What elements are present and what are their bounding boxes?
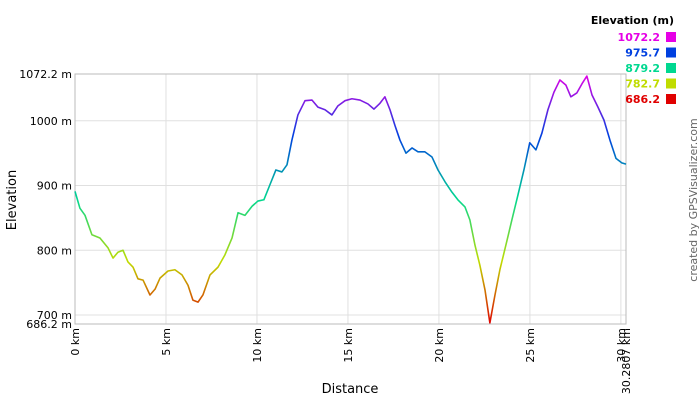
y-tick-label: 800 m (37, 244, 72, 257)
x-tick-label: 20 km (433, 328, 446, 363)
legend-label: 879.2 (625, 62, 660, 75)
legend-swatch (666, 78, 676, 89)
x-tick-label: 5 km (160, 328, 173, 356)
x-tick-label: 0 km (69, 328, 82, 356)
legend-label: 975.7 (625, 47, 660, 60)
legend-label: 782.7 (625, 78, 660, 91)
x-axis-title: Distance (322, 382, 379, 397)
y-tick-label: 686.2 m (26, 318, 72, 331)
y-tick-label: 900 m (37, 180, 72, 193)
y-axis-title: Elevation (5, 170, 20, 230)
legend-swatch (666, 47, 676, 58)
legend-swatch (666, 94, 676, 104)
y-tick-label: 700 m (37, 309, 72, 322)
legend-swatch (666, 32, 676, 42)
x-tick-label: 15 km (342, 328, 355, 363)
elevation-line (74, 75, 627, 324)
x-tick-label: 25 km (524, 328, 537, 363)
y-tick-label: 1000 m (30, 115, 72, 128)
legend-swatch (666, 63, 676, 73)
legend-label: 1072.2 (618, 31, 660, 44)
x-tick-label: 30.2807 km (620, 328, 633, 394)
x-tick-label: 10 km (251, 328, 264, 363)
plot-frame (74, 73, 627, 325)
x-tick-label: 30 km (615, 328, 628, 363)
credit: created by GPSVisualizer.com (687, 118, 700, 281)
legend-title: Elevation (m) (591, 14, 674, 27)
legend-label: 686.2 (625, 93, 660, 106)
y-tick-label: 1072.2 m (19, 68, 72, 81)
